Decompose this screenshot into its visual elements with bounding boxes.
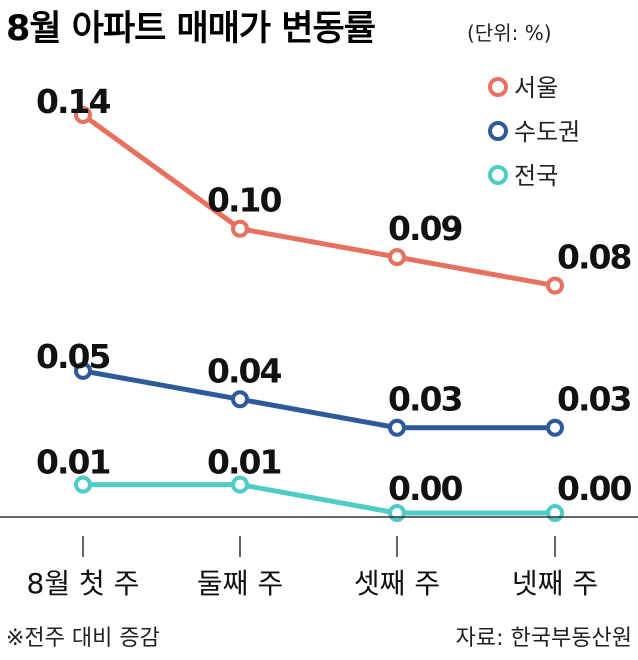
footer-note: ※전주 대비 증감 [6, 626, 160, 651]
data-label-전국-0: 0.01 [36, 443, 109, 482]
series-line-전국 [80, 482, 558, 516]
data-point-서울-3 [546, 276, 564, 295]
data-point-수도권-3 [546, 418, 564, 437]
x-tick-label-3: 넷째 주 [512, 567, 598, 600]
data-label-전국-2: 0.00 [388, 469, 462, 508]
data-label-서울-0: 0.14 [36, 82, 110, 121]
data-point-서울-0 [74, 106, 92, 124]
legend-label-전국: 전국 [514, 162, 558, 190]
x-tick-label-0: 8월 첫 주 [27, 567, 140, 600]
data-point-수도권-1 [231, 390, 249, 409]
data-point-서울-2 [388, 248, 406, 267]
data-label-수도권-3: 0.03 [557, 380, 630, 419]
data-label-수도권-2: 0.03 [388, 380, 461, 419]
legend-item-서울: 서울 [488, 74, 558, 102]
data-point-전국-1 [231, 475, 249, 494]
series-line-서울 [80, 112, 558, 289]
x-tick-label-1: 둘째 주 [197, 567, 283, 600]
data-label-서울-1: 0.10 [207, 181, 281, 220]
data-label-서울-2: 0.09 [388, 209, 461, 248]
series-line-수도권 [80, 368, 558, 431]
legend-marker-수도권 [488, 121, 508, 141]
data-label-전국-1: 0.01 [207, 443, 280, 482]
legend-marker-서울 [488, 77, 508, 97]
x-tick-label-2: 셋째 주 [354, 567, 440, 600]
legend-item-전국: 전국 [488, 162, 558, 190]
legend-label-수도권: 수도권 [514, 118, 580, 146]
data-point-전국-2 [388, 504, 406, 522]
data-point-수도권-2 [388, 418, 406, 437]
x-axis-ticks: 8월 첫 주 둘째 주 셋째 주 넷째 주 [27, 536, 598, 600]
data-point-전국-0 [74, 475, 92, 494]
data-label-수도권-1: 0.04 [207, 351, 281, 390]
data-point-서울-1 [231, 219, 249, 238]
data-point-전국-3 [546, 504, 564, 522]
unit-label: (단위: %) [467, 21, 552, 45]
legend-item-수도권: 수도권 [488, 118, 580, 146]
series-layer: 0.14 0.10 0.09 0.08 0.05 0.04 0.03 0.03 0.01 0.01… [36, 82, 633, 522]
legend-label-서울: 서울 [514, 74, 558, 102]
data-label-서울-3: 0.08 [557, 238, 630, 277]
chart-title: 8월 아파트 매매가 변동률 [6, 9, 375, 49]
legend-marker-전국 [488, 165, 508, 185]
data-label-수도권-0: 0.05 [36, 337, 109, 376]
data-point-수도권-0 [74, 361, 92, 380]
source-credit: 자료: 한국부동산원 [456, 626, 632, 651]
data-label-전국-3: 0.00 [557, 469, 631, 508]
